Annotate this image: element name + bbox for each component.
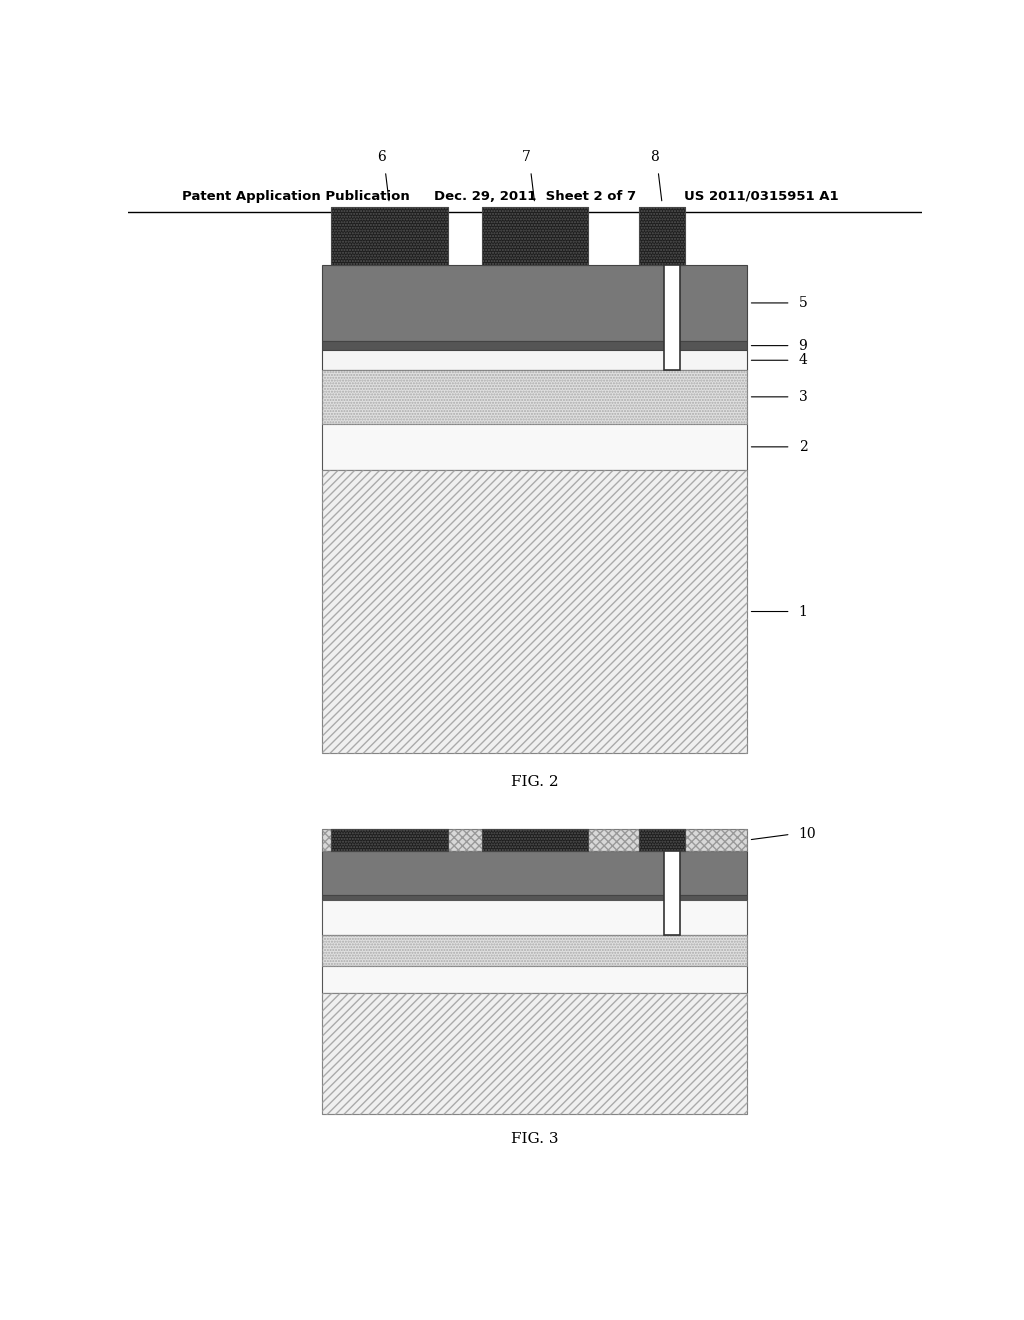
Bar	[323, 935, 748, 966]
Bar	[639, 206, 685, 265]
Text: FIG. 2: FIG. 2	[511, 775, 558, 789]
Bar	[665, 850, 680, 935]
Bar	[481, 206, 588, 265]
Text: 8: 8	[650, 150, 658, 164]
Bar	[323, 424, 748, 470]
Bar	[481, 829, 588, 850]
Bar	[323, 470, 748, 752]
Bar	[323, 829, 748, 850]
Text: US 2011/0315951 A1: US 2011/0315951 A1	[684, 190, 839, 202]
Bar	[331, 829, 447, 850]
Bar	[323, 850, 748, 895]
Bar	[331, 206, 447, 265]
Text: FIG. 3: FIG. 3	[511, 1133, 558, 1146]
Bar	[331, 829, 447, 850]
Bar	[639, 206, 685, 265]
Text: Dec. 29, 2011  Sheet 2 of 7: Dec. 29, 2011 Sheet 2 of 7	[433, 190, 636, 202]
Bar	[323, 351, 748, 370]
Bar	[323, 265, 748, 341]
Bar	[323, 966, 748, 993]
Text: 5: 5	[799, 296, 807, 310]
Bar	[323, 895, 748, 900]
Text: 6: 6	[377, 150, 386, 164]
Bar	[323, 993, 748, 1114]
Text: 4: 4	[799, 354, 808, 367]
Bar	[639, 829, 685, 850]
Text: 7: 7	[522, 150, 531, 164]
Bar	[323, 829, 748, 850]
Bar	[665, 265, 680, 370]
Text: 2: 2	[799, 440, 807, 454]
Bar	[481, 206, 588, 265]
Text: 1: 1	[799, 605, 808, 619]
Bar	[323, 370, 748, 424]
Bar	[481, 829, 588, 850]
Bar	[323, 993, 748, 1114]
Text: 10: 10	[799, 828, 816, 841]
Text: 9: 9	[799, 339, 807, 352]
Bar	[639, 829, 685, 850]
Text: Patent Application Publication: Patent Application Publication	[182, 190, 410, 202]
Text: 3: 3	[799, 389, 807, 404]
Bar	[323, 370, 748, 424]
Bar	[331, 206, 447, 265]
Bar	[323, 470, 748, 752]
Bar	[323, 900, 748, 935]
Bar	[323, 341, 748, 351]
Bar	[323, 935, 748, 966]
